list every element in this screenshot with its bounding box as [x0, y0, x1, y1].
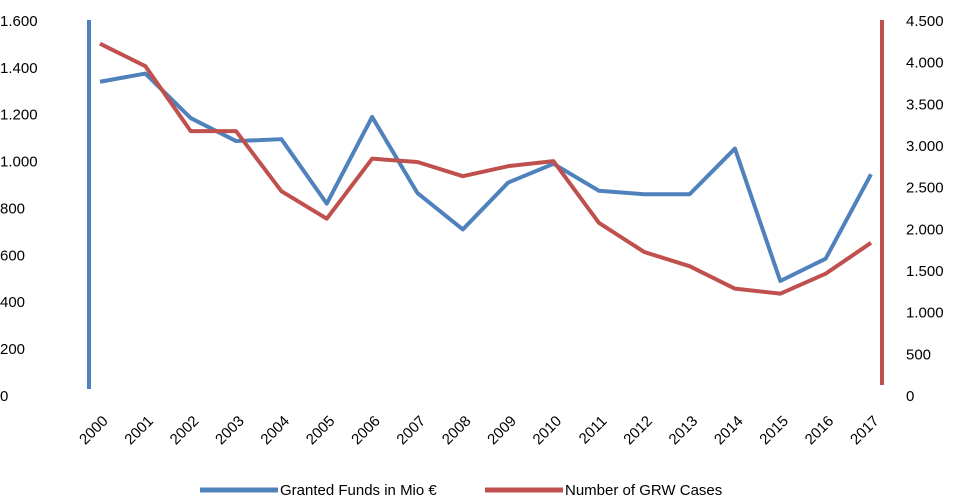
x-tick-label: 2005	[303, 413, 339, 449]
y2-tick-label: 500	[906, 346, 931, 363]
x-tick-label: 2011	[576, 413, 611, 448]
series-line	[99, 41, 873, 296]
y2-tick-label: 4.000	[906, 55, 944, 72]
x-tick-label: 2012	[620, 413, 656, 449]
y2-tick-label: 4.500	[906, 13, 944, 30]
y-tick-label: 600	[0, 247, 25, 264]
x-tick-label: 2003	[212, 413, 248, 449]
legend-label: Number of GRW Cases	[565, 482, 722, 499]
x-tick-label: 2010	[530, 413, 566, 449]
x-tick-label: 2002	[167, 413, 203, 449]
x-tick-label: 2001	[121, 413, 157, 449]
y-tick-label: 400	[0, 294, 25, 311]
y2-tick-label: 1.500	[906, 263, 944, 280]
x-tick-label: 2006	[348, 413, 384, 449]
y2-tick-label: 2.500	[906, 180, 944, 197]
x-tick-label: 2017	[847, 413, 883, 449]
y-tick-label: 1.400	[0, 60, 38, 77]
y-tick-label: 200	[0, 341, 25, 358]
x-tick-label: 2009	[484, 413, 520, 449]
x-tick-label: 2007	[393, 413, 429, 449]
y-tick-label: 800	[0, 200, 25, 217]
y2-tick-label: 1.000	[906, 305, 944, 322]
x-tick-label: 2000	[76, 413, 112, 449]
y2-tick-label: 3.500	[906, 96, 944, 113]
y2-tick-label: 2.000	[906, 221, 944, 238]
x-tick-label: 2013	[666, 413, 702, 449]
y-tick-label: 1.200	[0, 107, 38, 124]
y-tick-label: 1.600	[0, 13, 38, 30]
x-tick-label: 2015	[756, 413, 792, 449]
x-tick-label: 2014	[711, 413, 747, 449]
x-tick-label: 2004	[257, 413, 293, 449]
legend-label: Granted Funds in Mio €	[280, 482, 437, 499]
y2-tick-label: 0	[906, 388, 914, 405]
series-line	[99, 71, 873, 283]
x-tick-label: 2008	[439, 413, 475, 449]
y-tick-label: 0	[0, 388, 8, 405]
y-tick-label: 1.000	[0, 154, 38, 171]
x-tick-label: 2016	[802, 413, 838, 449]
y2-tick-label: 3.000	[906, 138, 944, 155]
